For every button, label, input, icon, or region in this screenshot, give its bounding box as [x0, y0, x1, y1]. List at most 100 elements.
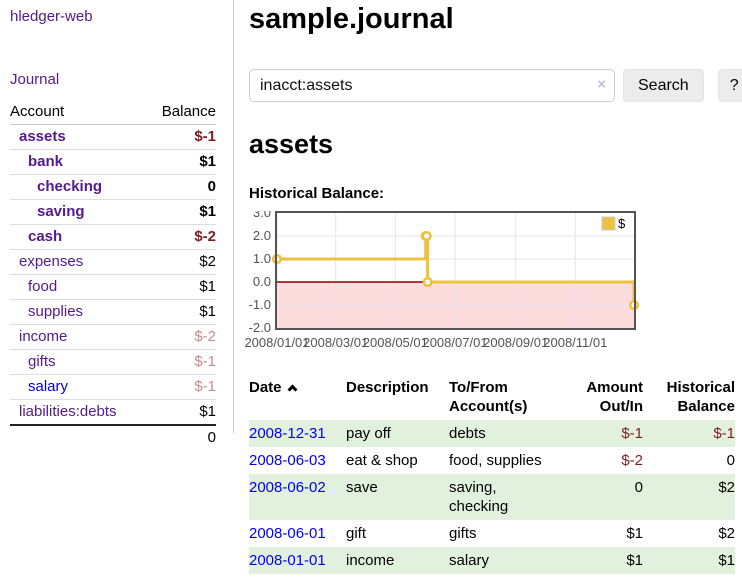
account-row: income $-2 — [10, 324, 216, 350]
account-balance: $1 — [146, 299, 216, 325]
account-balance: $-1 — [146, 349, 216, 375]
accounts-total-value: 0 — [146, 424, 216, 450]
svg-text:2008/05/01: 2008/05/01 — [363, 335, 428, 350]
svg-text:-2.0: -2.0 — [249, 320, 271, 335]
svg-text:3.0: 3.0 — [253, 211, 271, 220]
account-row: food $1 — [10, 274, 216, 300]
search-input-wrap: × — [249, 69, 615, 102]
account-row: cash $-2 — [10, 224, 216, 250]
sort-ascending-icon — [287, 384, 297, 395]
account-link-bank[interactable]: bank — [28, 153, 64, 170]
transaction-date-link[interactable]: 2008-12-31 — [249, 425, 326, 442]
register-tbody: 2008-12-31 pay off debts $-1 $-1 2008-06-03 ea… — [249, 420, 735, 574]
account-row: expenses $2 — [10, 249, 216, 275]
transaction-row: 2008-06-01 gift gifts $1 $2 — [249, 520, 735, 547]
account-row: checking 0 — [10, 174, 216, 200]
transaction-description: income — [346, 547, 449, 574]
transaction-amount: 0 — [565, 474, 643, 520]
svg-text:1.0: 1.0 — [253, 251, 271, 266]
svg-text:$: $ — [618, 216, 626, 231]
account-row: assets $-1 — [10, 124, 216, 150]
account-link-income[interactable]: income — [19, 328, 68, 345]
svg-text:2.0: 2.0 — [253, 228, 271, 243]
account-balance: $-1 — [146, 374, 216, 400]
transaction-accounts: debts — [449, 420, 565, 447]
transaction-balance: 0 — [726, 452, 735, 469]
svg-text:2008/01/01: 2008/01/01 — [244, 335, 309, 350]
account-link-assets[interactable]: assets — [19, 128, 66, 145]
chart-title: Historical Balance: — [249, 185, 385, 202]
transaction-balance: $1 — [643, 547, 735, 574]
register-header-row: Date Description To/From Account(s) Amou… — [249, 376, 735, 420]
transaction-date-link[interactable]: 2008-06-01 — [249, 525, 326, 542]
account-link-gifts[interactable]: gifts — [28, 353, 56, 370]
search-input[interactable] — [249, 69, 615, 102]
account-row: salary $-1 — [10, 374, 216, 400]
accounts-header-row: Account Balance — [10, 101, 216, 125]
transaction-accounts: food, supplies — [449, 452, 542, 469]
transaction-row: 2008-06-03 eat & shop food, supplies $-2 0 — [249, 447, 735, 474]
account-link-checking[interactable]: checking — [37, 178, 103, 195]
account-link-food[interactable]: food — [28, 278, 58, 295]
transaction-accounts: saving, checking — [449, 474, 565, 520]
clear-search-icon[interactable]: × — [597, 76, 606, 93]
transaction-row: 2008-01-01 income salary $1 $1 — [249, 547, 735, 574]
journal-link[interactable]: Journal — [10, 71, 60, 88]
transaction-accounts: salary — [449, 547, 565, 574]
register-header-amount: Amount Out/In — [586, 379, 643, 415]
transaction-description: save — [346, 474, 449, 520]
account-row: bank $1 — [10, 149, 216, 175]
sidebar-divider — [233, 0, 234, 433]
account-link-salary[interactable]: salary — [28, 378, 69, 395]
svg-text:2008/11/01: 2008/11/01 — [543, 335, 607, 350]
account-link-saving[interactable]: saving — [37, 203, 85, 220]
help-button[interactable]: ? — [717, 69, 742, 102]
register-header-date[interactable]: Date — [249, 376, 346, 420]
svg-text:-1.0: -1.0 — [249, 297, 271, 312]
svg-text:0.0: 0.0 — [253, 274, 271, 289]
account-balance: $2 — [146, 249, 216, 275]
transaction-amount: $-1 — [565, 420, 643, 447]
account-link-supplies[interactable]: supplies — [28, 303, 84, 320]
svg-text:2008/03/01: 2008/03/01 — [303, 335, 368, 350]
transaction-row: 2008-12-31 pay off debts $-1 $-1 — [249, 420, 735, 447]
register-table: Date Description To/From Account(s) Amou… — [249, 376, 735, 574]
main-content: sample.journal × Search ? assets Histori… — [233, 0, 742, 582]
transaction-balance: $-1 — [643, 420, 735, 447]
account-balance: 0 — [146, 174, 216, 200]
sidebar: hledger-web Journal Account Balance asse… — [0, 0, 233, 582]
account-link-liabilities-debts[interactable]: liabilities:debts — [19, 403, 117, 420]
account-balance: $1 — [146, 199, 216, 225]
account-row: saving $1 — [10, 199, 216, 225]
transaction-date-link[interactable]: 2008-01-01 — [249, 552, 326, 569]
app-title-link[interactable]: hledger-web — [10, 8, 93, 25]
account-balance: $1 — [146, 399, 216, 426]
account-row: supplies $1 — [10, 299, 216, 325]
accounts-header-account: Account — [10, 101, 147, 125]
balance-chart-svg: $3.0 2.0 1.0 0.0 -1.0 -2.02008/01/012008/03/0… — [244, 211, 639, 350]
accounts-total-row: 0 — [10, 424, 216, 450]
transaction-date-link[interactable]: 2008-06-03 — [249, 452, 326, 469]
transaction-date-link[interactable]: 2008-06-02 — [249, 479, 326, 496]
historical-balance-chart: $3.0 2.0 1.0 0.0 -1.0 -2.0 2008/01/01 2008/03/0… — [237, 211, 742, 356]
account-row: gifts $-1 — [10, 349, 216, 375]
page-title: sample.journal — [249, 3, 454, 35]
register-header-balance: Historical Balance — [666, 379, 735, 415]
account-balance: $-2 — [146, 324, 216, 350]
account-balance: $1 — [146, 274, 216, 300]
transaction-description: pay off — [346, 420, 449, 447]
transaction-amount: $1 — [565, 547, 643, 574]
transaction-amount: $1 — [626, 525, 643, 542]
account-link-cash[interactable]: cash — [28, 228, 63, 245]
register-header-description: Description — [346, 379, 429, 396]
account-link-expenses[interactable]: expenses — [19, 253, 84, 270]
account-heading: assets — [249, 129, 334, 159]
account-row: liabilities:debts $1 — [10, 399, 216, 426]
account-balance: $1 — [146, 149, 216, 175]
account-balance: $-1 — [146, 124, 216, 150]
transaction-description: gift — [346, 525, 367, 542]
search-button[interactable]: Search — [623, 69, 704, 102]
transaction-row: 2008-06-02 save saving, checking 0 $2 — [249, 474, 735, 520]
transaction-accounts: gifts — [449, 525, 477, 542]
